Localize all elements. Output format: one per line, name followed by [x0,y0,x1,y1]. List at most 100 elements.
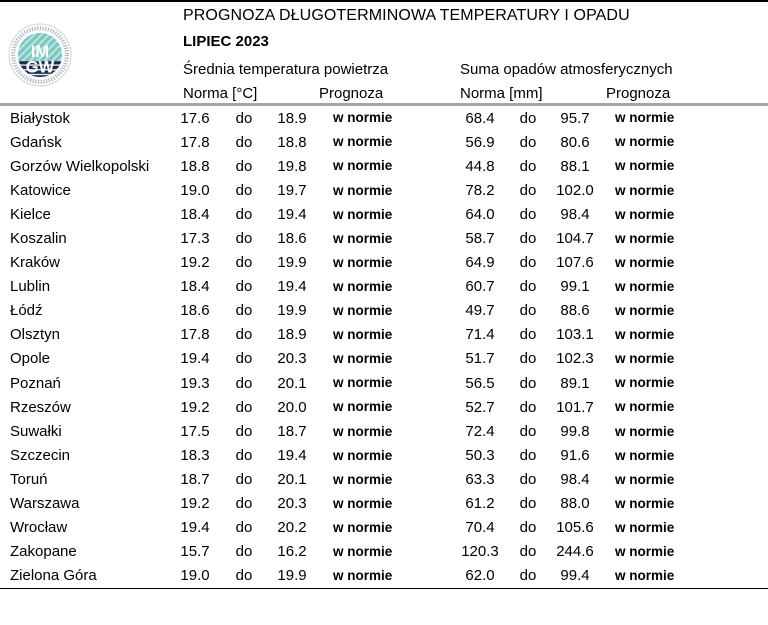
precip-norm-min: 70.4 [465,519,495,537]
precip-forecast-value: w normie [615,519,675,535]
city-name: Warszawa [10,495,80,513]
temp-norm-min: 15.7 [180,543,210,561]
do-separator: do [519,157,537,175]
table-row: Rzeszów 19.2 do 20.0 w normie 52.7 do 10… [0,395,768,419]
temp-norm-min: 19.0 [180,567,210,585]
temp-norm-max: 20.0 [277,398,307,416]
page-title: PROGNOZA DŁUGOTERMINOWA TEMPERATURY I OP… [183,7,630,24]
precip-norm-min: 78.2 [465,181,495,199]
header-divider [0,103,768,106]
temp-norm-min: 17.6 [180,109,210,127]
table-row: Toruń 18.7 do 20.1 w normie 63.3 do 98.4… [0,467,768,491]
precip-norm-min: 68.4 [465,109,495,127]
do-separator: do [235,278,253,296]
precip-norm-min: 56.9 [465,133,495,151]
do-separator: do [519,109,537,127]
do-separator: do [235,230,253,248]
precip-norm-max: 102.3 [556,350,594,368]
precip-norm-max: 99.4 [560,567,590,585]
city-name: Katowice [10,181,71,199]
temp-norm-min: 17.5 [180,422,210,440]
do-separator: do [235,350,253,368]
precip-norm-min: 61.2 [465,495,495,513]
temp-forecast-header: Prognoza [319,85,384,102]
temp-norm-max: 19.9 [277,254,307,272]
do-separator: do [235,422,253,440]
precip-norm-max: 103.1 [556,326,594,344]
city-name: Suwałki [10,422,62,440]
table-row: Kraków 19.2 do 19.9 w normie 64.9 do 107… [0,251,768,275]
precip-norm-min: 49.7 [465,302,495,320]
precip-norm-min: 120.3 [461,543,499,561]
precip-norm-min: 60.7 [465,278,495,296]
precip-norm-max: 244.6 [556,543,594,561]
precip-norm-min: 62.0 [465,567,495,585]
temp-norm-header: Norma [°C] [183,85,258,102]
temp-norm-max: 19.7 [277,181,307,199]
table-row: Wrocław 19.4 do 20.2 w normie 70.4 do 10… [0,516,768,540]
temp-norm-min: 18.4 [180,278,210,296]
do-separator: do [519,133,537,151]
temp-forecast-value: w normie [333,278,393,294]
precip-forecast-value: w normie [615,543,675,559]
precip-forecast-value: w normie [615,254,675,270]
city-name: Szczecin [10,446,71,464]
city-name: Lublin [10,278,51,296]
logo-text-gw: GW [26,59,55,77]
do-separator: do [235,302,253,320]
table-row: Poznań 19.3 do 20.1 w normie 56.5 do 89.… [0,371,768,395]
city-name: Rzeszów [10,398,71,416]
precip-forecast-value: w normie [615,182,675,198]
do-separator: do [235,326,253,344]
do-separator: do [235,446,253,464]
precip-norm-max: 88.6 [560,302,590,320]
table-row: Gorzów Wielkopolski 18.8 do 19.8 w normi… [0,154,768,178]
do-separator: do [519,495,537,513]
precip-forecast-value: w normie [615,303,675,319]
precip-norm-max: 99.1 [560,278,590,296]
temp-norm-max: 19.9 [277,302,307,320]
do-separator: do [235,133,253,151]
do-separator: do [235,398,253,416]
do-separator: do [519,181,537,199]
precip-forecast-value: w normie [615,351,675,367]
do-separator: do [519,519,537,537]
do-separator: do [519,422,537,440]
temp-forecast-value: w normie [333,375,393,391]
temp-norm-max: 18.9 [277,109,307,127]
table-row: Lublin 18.4 do 19.4 w normie 60.7 do 99.… [0,275,768,299]
table-row: Koszalin 17.3 do 18.6 w normie 58.7 do 1… [0,226,768,250]
top-rule [0,0,768,2]
temp-norm-min: 19.4 [180,350,210,368]
temp-norm-min: 19.0 [180,181,210,199]
temp-forecast-value: w normie [333,230,393,246]
precip-norm-min: 51.7 [465,350,495,368]
temp-forecast-value: w normie [333,519,393,535]
temp-norm-min: 19.3 [180,374,210,392]
precip-forecast-value: w normie [615,495,675,511]
temp-forecast-value: w normie [333,206,393,222]
temp-norm-max: 20.3 [277,495,307,513]
month-subtitle: LIPIEC 2023 [183,33,269,50]
do-separator: do [519,326,537,344]
temp-norm-max: 19.8 [277,157,307,175]
do-separator: do [235,181,253,199]
table-row: Gdańsk 17.8 do 18.8 w normie 56.9 do 80.… [0,130,768,154]
temp-norm-max: 19.4 [277,205,307,223]
imgw-logo-icon: IM GW [8,23,72,87]
table-row: Warszawa 19.2 do 20.3 w normie 61.2 do 8… [0,492,768,516]
temp-norm-max: 20.1 [277,470,307,488]
table-row: Katowice 19.0 do 19.7 w normie 78.2 do 1… [0,178,768,202]
precip-norm-max: 101.7 [556,398,594,416]
do-separator: do [519,205,537,223]
city-name: Wrocław [10,519,68,537]
temp-forecast-value: w normie [333,303,393,319]
city-name: Poznań [10,374,61,392]
temp-norm-max: 20.3 [277,350,307,368]
temp-forecast-value: w normie [333,158,393,174]
precip-forecast-header: Prognoza [606,85,671,102]
precip-norm-max: 88.1 [560,157,590,175]
table-row: Opole 19.4 do 20.3 w normie 51.7 do 102.… [0,347,768,371]
precip-norm-max: 98.4 [560,470,590,488]
